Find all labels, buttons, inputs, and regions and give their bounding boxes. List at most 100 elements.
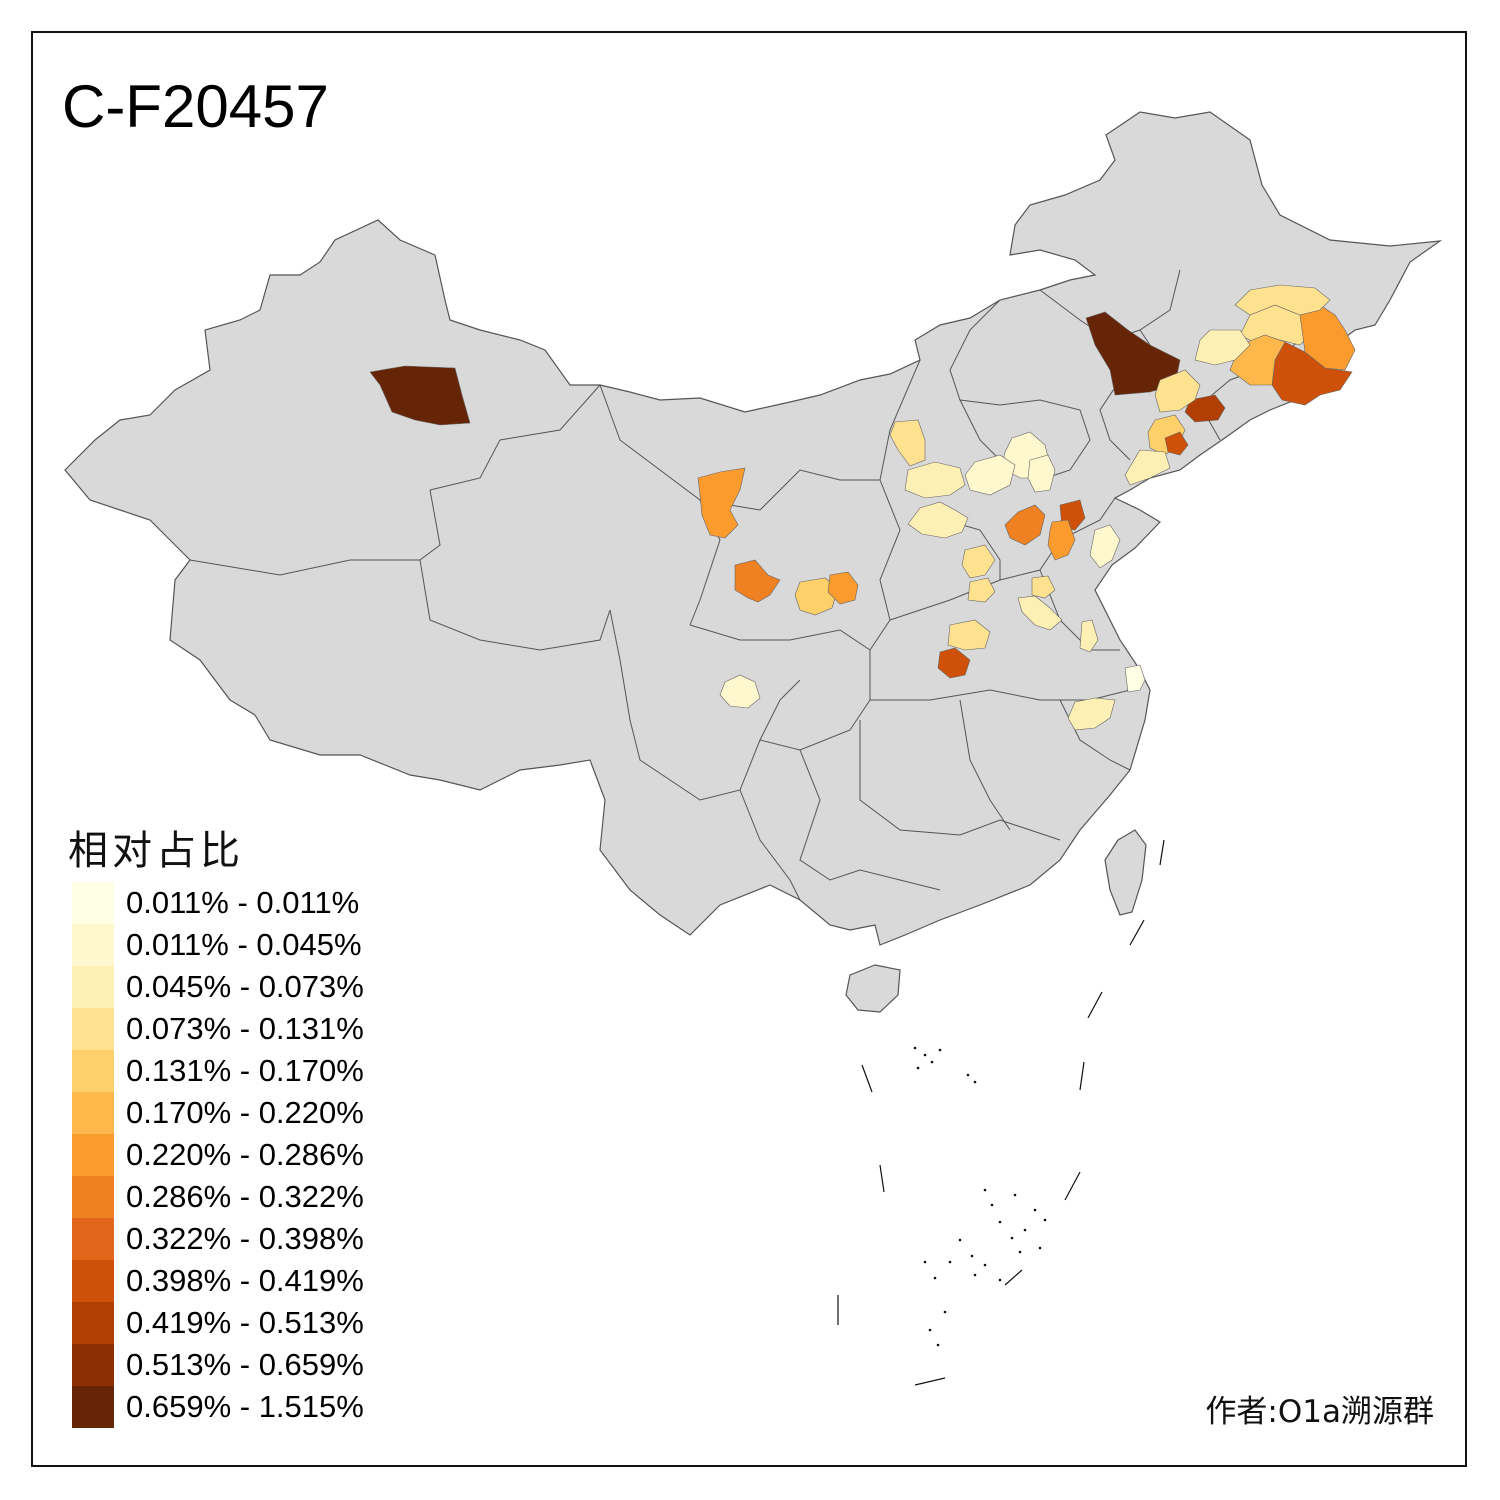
legend-label: 0.398% - 0.419%: [126, 1263, 364, 1298]
dash-line: [1087, 991, 1103, 1019]
islet: [923, 1053, 927, 1057]
legend-swatch: [72, 1344, 114, 1386]
prefecture-region: [734, 559, 781, 603]
legend-label: 0.011% - 0.011%: [126, 885, 360, 920]
prefecture-region: [1027, 454, 1056, 493]
islet: [1023, 1228, 1027, 1232]
prefecture-region: [1184, 394, 1226, 423]
prefecture-region: [369, 365, 471, 426]
dash-line: [914, 1377, 946, 1386]
prefecture-region: [794, 577, 839, 616]
province-border: [799, 749, 941, 891]
legend-label: 0.131% - 0.170%: [126, 1053, 364, 1088]
dash-line: [879, 1164, 885, 1193]
legend-swatch: [72, 924, 114, 966]
prefecture-region: [1067, 697, 1116, 731]
islet: [1013, 1193, 1017, 1197]
islet: [923, 1260, 927, 1264]
map-title: C-F20457: [62, 73, 329, 140]
islet: [966, 1073, 970, 1077]
islet: [998, 1220, 1002, 1224]
islet: [983, 1263, 987, 1267]
islet: [990, 1203, 994, 1207]
legend-swatch: [72, 1008, 114, 1050]
islet: [983, 1188, 987, 1192]
dash-line: [861, 1064, 873, 1093]
legend-swatch: [72, 1176, 114, 1218]
islet: [1018, 1250, 1022, 1254]
prefecture-region: [1004, 504, 1046, 546]
islet: [928, 1328, 932, 1332]
prefecture-region: [1079, 619, 1099, 653]
province-border: [699, 359, 921, 511]
legend-swatch: [72, 882, 114, 924]
prefecture-region: [904, 461, 966, 499]
prefecture-region: [1017, 595, 1063, 631]
map-frame: [31, 31, 1467, 1467]
prefecture-region: [697, 467, 746, 539]
islet: [973, 1273, 977, 1277]
prefecture-region: [907, 501, 969, 539]
islet: [1033, 1208, 1037, 1212]
legend-label: 0.286% - 0.322%: [126, 1179, 364, 1214]
prefecture-region: [961, 544, 996, 579]
legend-swatch: [72, 1050, 114, 1092]
prefecture-region: [1154, 369, 1201, 413]
prefecture-region: [1031, 575, 1056, 599]
legend-swatch: [72, 1218, 114, 1260]
dash-line: [1004, 1269, 1023, 1286]
prefecture-region: [967, 577, 996, 603]
legend-title: 相对占比: [68, 828, 244, 874]
prefecture-region: [937, 647, 971, 679]
islet: [933, 1276, 937, 1280]
islets: [913, 1046, 1047, 1347]
islet: [916, 1066, 920, 1070]
province-border: [949, 299, 1001, 401]
islet: [973, 1080, 977, 1084]
legend-label: 0.011% - 0.045%: [126, 927, 362, 962]
prefecture-region: [1194, 329, 1251, 366]
legend-label: 0.419% - 0.513%: [126, 1305, 364, 1340]
prefecture-region: [964, 454, 1016, 496]
legend-label: 0.322% - 0.398%: [126, 1221, 364, 1256]
dash-line: [1159, 839, 1165, 866]
province-border: [609, 609, 801, 801]
dash-line: [1129, 919, 1145, 946]
legend-label: 0.073% - 0.131%: [126, 1011, 364, 1046]
province-border: [869, 479, 901, 651]
prefecture-region: [947, 619, 991, 651]
prefecture-region: [889, 419, 926, 467]
dash-line: [1064, 1171, 1081, 1201]
province-border: [189, 559, 420, 576]
islet: [938, 1048, 942, 1052]
islet: [958, 1238, 962, 1242]
highlighted-regions: [369, 284, 1356, 731]
author-credit: 作者:O1a溯源群: [1205, 1394, 1434, 1430]
islet: [1010, 1236, 1014, 1240]
province-border: [429, 384, 601, 491]
legend-label: 0.659% - 1.515%: [126, 1389, 364, 1424]
islet: [913, 1046, 917, 1050]
prefecture-region: [719, 674, 761, 709]
legend-swatch: [72, 1386, 114, 1428]
province-border: [419, 489, 611, 651]
prefecture-region: [1234, 284, 1331, 316]
prefecture-region: [1124, 449, 1171, 486]
south-china-sea-islands: [837, 839, 1165, 1386]
legend-label: 0.170% - 0.220%: [126, 1095, 364, 1130]
dash-line: [1079, 1061, 1085, 1091]
province-border: [1039, 569, 1120, 651]
legend-swatch: [72, 1302, 114, 1344]
islet: [1043, 1218, 1047, 1222]
legend-label: 0.513% - 0.659%: [126, 1347, 364, 1382]
legend-swatch: [72, 966, 114, 1008]
prefecture-region: [1299, 304, 1356, 371]
islet: [943, 1310, 947, 1314]
islet: [930, 1060, 934, 1064]
province-border: [739, 789, 801, 901]
legend-swatch: [72, 1260, 114, 1302]
islet: [998, 1278, 1002, 1282]
islet: [936, 1343, 940, 1347]
province-border: [959, 399, 1091, 481]
